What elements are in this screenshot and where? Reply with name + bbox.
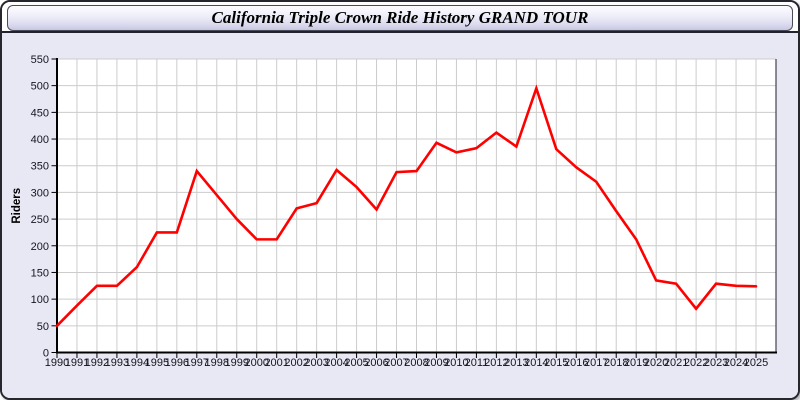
x-tick-label: 2004 — [324, 357, 348, 369]
y-tick-label: 400 — [31, 134, 49, 146]
y-tick-label: 50 — [37, 321, 49, 333]
x-tick-label: 2019 — [624, 357, 648, 369]
x-tick-label: 2000 — [244, 357, 268, 369]
y-tick-label: 500 — [31, 81, 49, 93]
x-tick-label: 2002 — [284, 357, 308, 369]
tick-marks — [51, 58, 757, 358]
x-tick-label: 1999 — [225, 357, 249, 369]
x-tick-label: 2010 — [444, 357, 468, 369]
x-axis-labels: 1990199119921993199419951996199719981999… — [45, 357, 769, 369]
x-tick-label: 1998 — [205, 357, 229, 369]
x-tick-label: 2012 — [484, 357, 508, 369]
y-tick-label: 300 — [31, 187, 49, 199]
x-tick-label: 2007 — [384, 357, 408, 369]
x-tick-label: 2014 — [524, 357, 548, 369]
x-tick-label: 1995 — [145, 357, 169, 369]
x-tick-label: 2003 — [304, 357, 328, 369]
x-tick-label: 2024 — [724, 357, 748, 369]
x-tick-label: 2011 — [465, 357, 489, 369]
x-tick-label: 2025 — [744, 357, 768, 369]
y-tick-label: 450 — [31, 107, 49, 119]
x-tick-label: 2001 — [264, 357, 288, 369]
x-tick-label: 2017 — [584, 357, 608, 369]
x-tick-label: 2008 — [404, 357, 428, 369]
y-tick-label: 100 — [31, 294, 49, 306]
y-tick-label: 350 — [31, 161, 49, 173]
y-axis-title: Riders — [11, 188, 23, 224]
x-tick-label: 2009 — [424, 357, 448, 369]
x-tick-label: 2022 — [684, 357, 708, 369]
axes — [56, 58, 777, 354]
x-tick-label: 2013 — [504, 357, 528, 369]
title-capsule: California Triple Crown Ride History GRA… — [7, 5, 793, 31]
y-tick-label: 150 — [31, 267, 49, 279]
y-tick-label: 550 — [31, 54, 49, 66]
x-tick-label: 2016 — [564, 357, 588, 369]
x-tick-label: 1991 — [65, 357, 89, 369]
x-tick-label: 2023 — [704, 357, 728, 369]
x-tick-label: 2015 — [544, 357, 568, 369]
x-tick-label: 1994 — [125, 357, 149, 369]
y-tick-label: 250 — [31, 214, 49, 226]
x-tick-label: 1996 — [165, 357, 189, 369]
x-tick-label: 2005 — [344, 357, 368, 369]
x-tick-label: 2006 — [364, 357, 388, 369]
y-tick-label: 200 — [31, 241, 49, 253]
riders-series-line — [55, 84, 758, 328]
x-tick-label: 1992 — [85, 357, 109, 369]
x-tick-label: 2021 — [664, 357, 688, 369]
title-bar: California Triple Crown Ride History GRA… — [2, 2, 798, 31]
x-tick-label: 1990 — [45, 357, 69, 369]
x-tick-label: 2020 — [644, 357, 668, 369]
y-tick-label: 0 — [43, 348, 49, 360]
x-tick-label: 1997 — [185, 357, 209, 369]
page-title: California Triple Crown Ride History GRA… — [211, 8, 589, 27]
x-tick-label: 1993 — [105, 357, 129, 369]
x-tick-label: 2018 — [604, 357, 628, 369]
gridlines — [57, 58, 776, 353]
y-axis-labels: 0 50 100 150 200 250 300 350 400 450 500 550 — [31, 54, 49, 360]
